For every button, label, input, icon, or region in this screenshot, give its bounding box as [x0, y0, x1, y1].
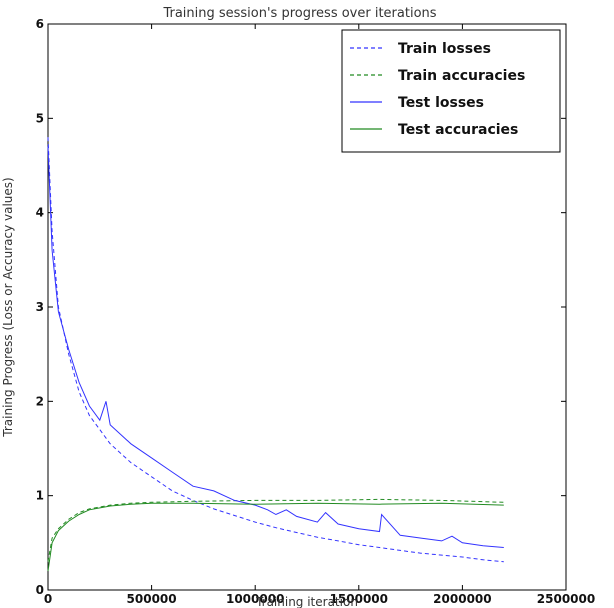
legend-label: Train losses: [398, 41, 491, 57]
y-tick-label: 4: [36, 206, 44, 220]
x-tick-label: 2500000: [537, 592, 595, 606]
tick-labels: 0 500000 1000000 1500000 2000000 2500000 0 1 2 3 4…: [36, 17, 596, 606]
y-tick-label: 3: [36, 300, 44, 314]
chart-title: Training session's progress over iterati…: [162, 6, 436, 21]
legend-label: Test accuracies: [398, 122, 518, 138]
legend: Train losses Train accuracies Test losses T…: [341, 29, 561, 153]
legend-box: [341, 29, 561, 153]
series-line-test-accuracies: [47, 502, 504, 572]
y-tick-label: 0: [36, 583, 44, 597]
y-tick-label: 6: [36, 17, 44, 31]
legend-label: Test losses: [398, 95, 484, 111]
series-line-test-losses: [47, 146, 504, 548]
x-tick-label: 500000: [127, 592, 177, 606]
series-line-train-losses: [47, 137, 504, 563]
x-tick-label: 1000000: [226, 592, 284, 606]
series-line-train-accuracies: [47, 498, 504, 562]
x-axis-label: Training iteration: [255, 595, 358, 608]
series-group: [47, 137, 504, 572]
y-tick-label: 1: [36, 489, 44, 503]
y-axis-label: Training Progress (Loss or Accuracy valu…: [1, 177, 15, 437]
legend-label: Train accuracies: [398, 68, 525, 84]
x-tick-label: 2000000: [433, 592, 491, 606]
y-tick-label: 2: [36, 394, 44, 408]
x-tick-label: 0: [44, 592, 52, 606]
x-tick-label: 1500000: [330, 592, 388, 606]
y-tick-label: 5: [36, 111, 44, 125]
